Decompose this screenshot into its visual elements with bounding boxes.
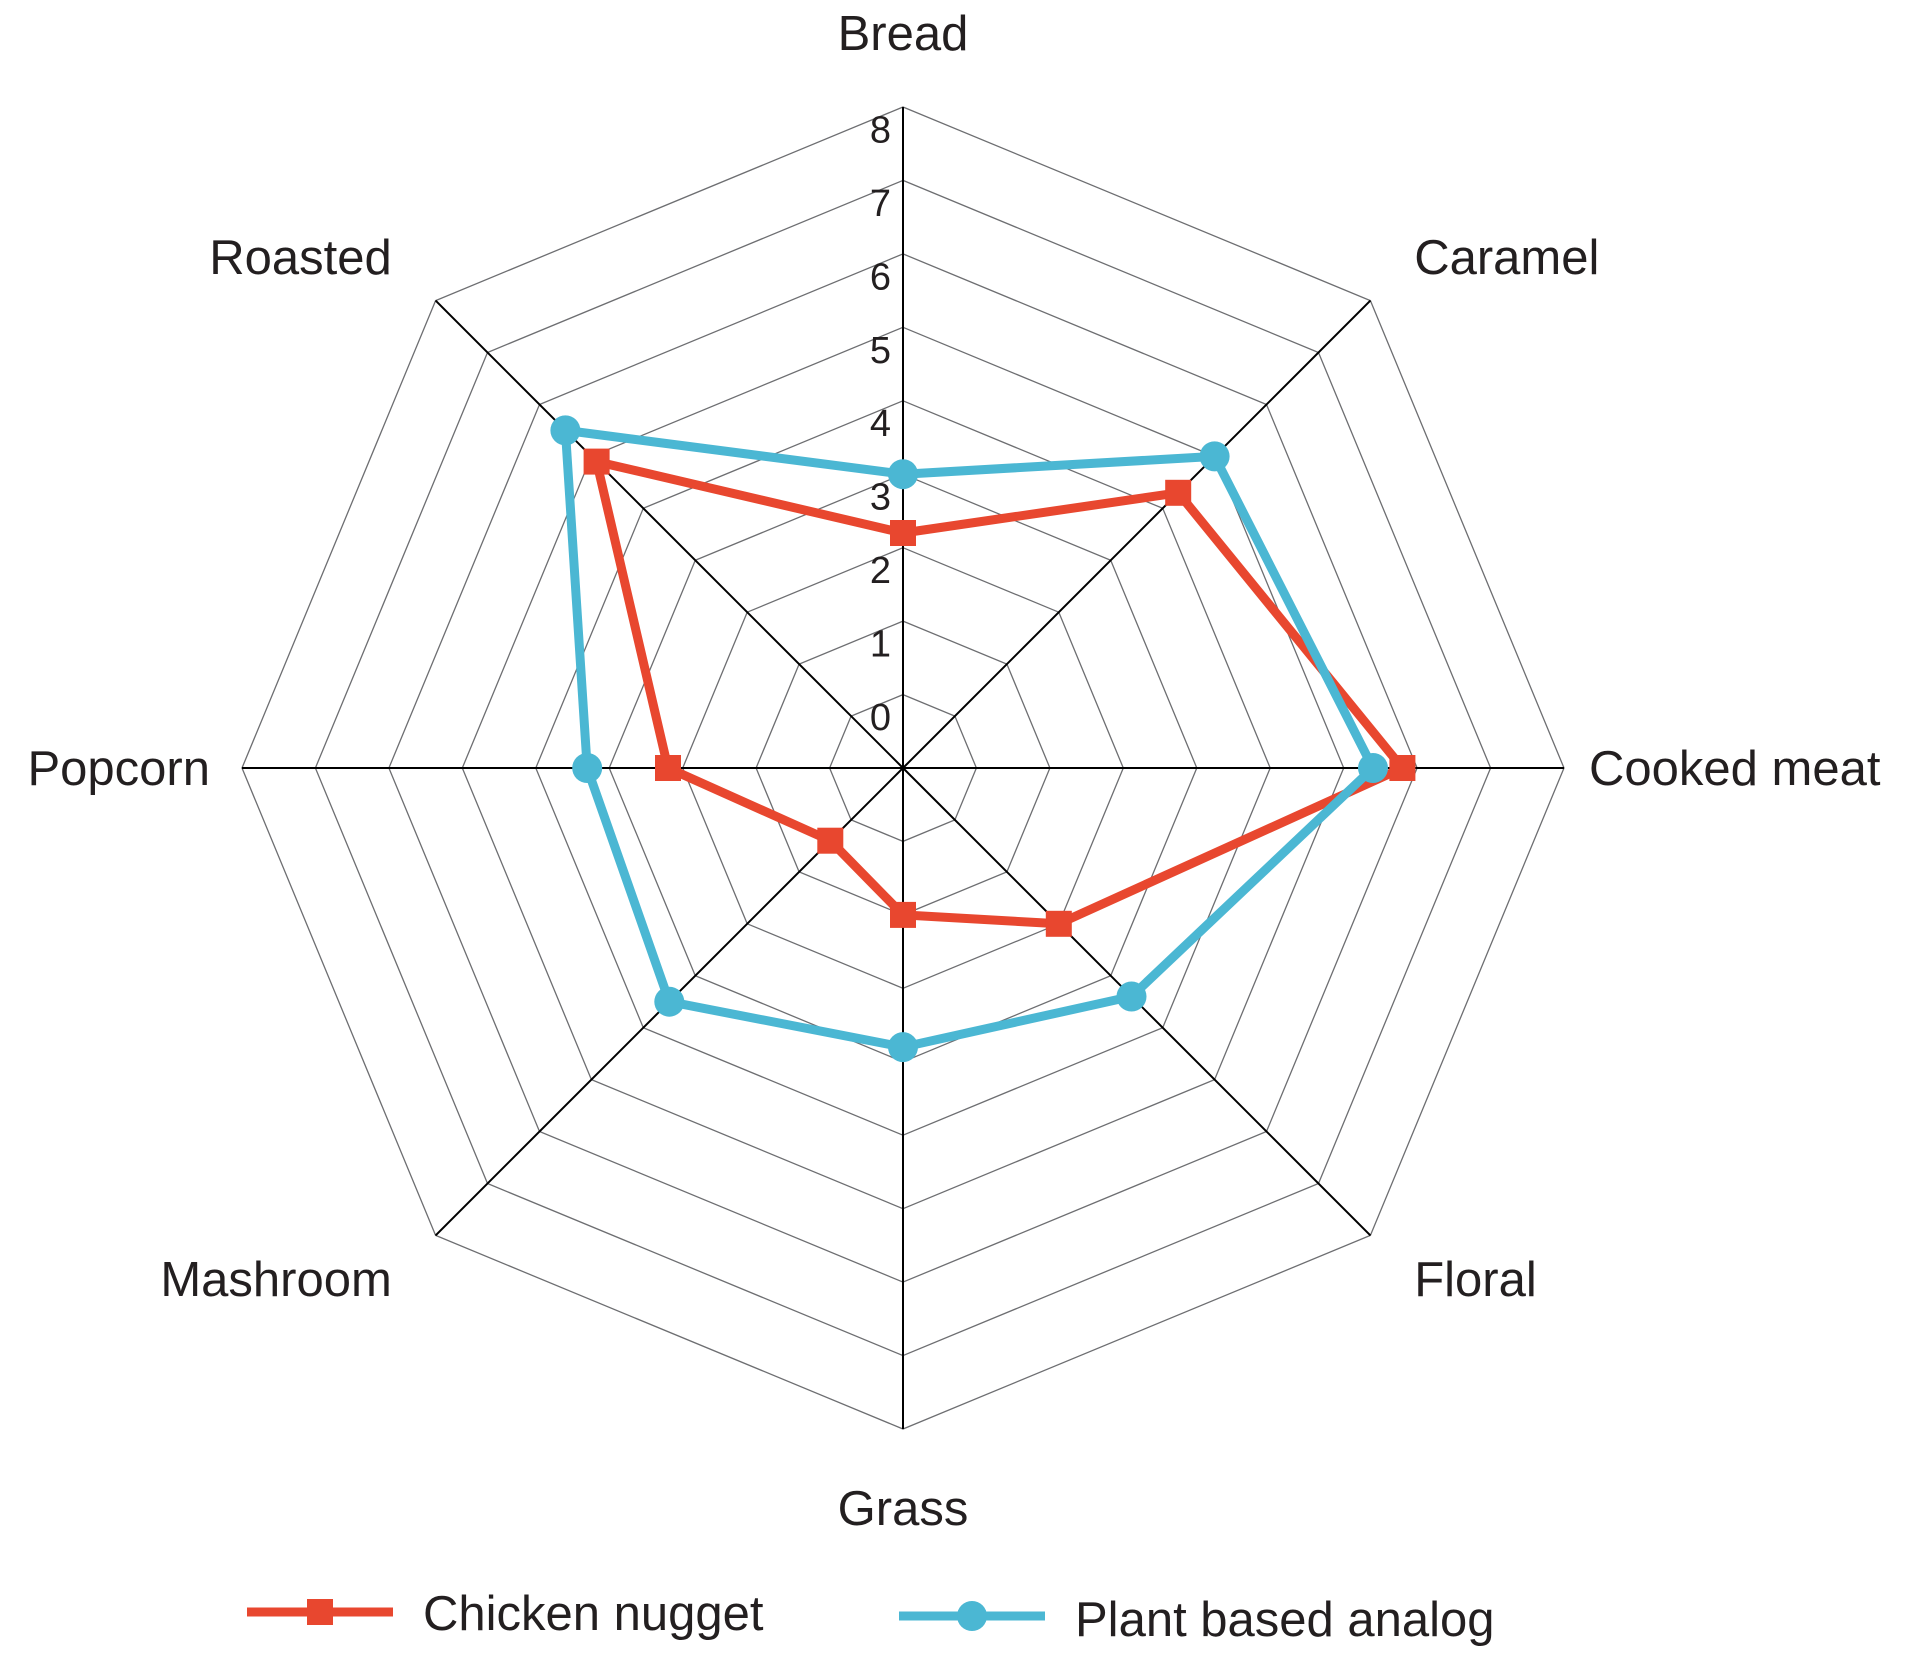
tick-label: 0 bbox=[870, 697, 891, 739]
tick-label: 6 bbox=[870, 256, 891, 298]
data-point bbox=[1165, 479, 1192, 506]
data-point bbox=[888, 459, 918, 490]
series-1 bbox=[550, 415, 1388, 1063]
tick-label: 1 bbox=[870, 624, 891, 666]
legend: Chicken nugget Plant based analog bbox=[0, 1580, 1916, 1650]
data-point bbox=[583, 448, 610, 475]
axis-label: Caramel bbox=[1414, 231, 1599, 285]
legend-item-plant-based-analog: Plant based analog bbox=[895, 1580, 1595, 1650]
data-point bbox=[888, 1032, 918, 1063]
data-point bbox=[890, 901, 916, 928]
data-point bbox=[572, 753, 603, 783]
tick-label: 5 bbox=[870, 330, 891, 372]
axis-label: Roasted bbox=[209, 231, 392, 285]
tick-label: 2 bbox=[870, 550, 891, 592]
axis-label: Bread bbox=[838, 7, 969, 61]
legend-label: Plant based analog bbox=[1075, 1593, 1495, 1647]
axis-label: Mashroom bbox=[160, 1253, 391, 1307]
axis-label: Popcorn bbox=[27, 742, 210, 796]
tick-label: 8 bbox=[870, 109, 891, 151]
tick-label: 3 bbox=[870, 477, 891, 519]
radar-plot: 0 1 2 3 4 5 6 7 8 Bread Caramel Cooked meat Floral G… bbox=[27, 7, 1880, 1536]
data-point bbox=[655, 755, 681, 781]
tick-labels: 0 1 2 3 4 5 6 7 8 bbox=[870, 109, 891, 739]
axis-label: Grass bbox=[838, 1482, 969, 1536]
axis-labels: Bread Caramel Cooked meat Floral Grass Mashro… bbox=[27, 7, 1880, 1536]
data-point bbox=[890, 520, 916, 546]
legend-item-chicken-nugget: Chicken nugget bbox=[243, 1580, 843, 1650]
axis-label: Floral bbox=[1414, 1253, 1537, 1307]
tick-label: 4 bbox=[870, 403, 891, 445]
legend-swatch-square-icon bbox=[247, 1599, 393, 1625]
data-point bbox=[1358, 753, 1388, 783]
legend-swatch-circle-icon bbox=[899, 1601, 1045, 1631]
data-point bbox=[654, 986, 685, 1017]
data-point bbox=[1045, 910, 1072, 937]
axis-spoke bbox=[434, 299, 904, 769]
axis-spoke bbox=[902, 299, 1372, 769]
data-point bbox=[1389, 755, 1416, 781]
series bbox=[550, 415, 1416, 1063]
legend-label: Chicken nugget bbox=[423, 1587, 764, 1641]
tick-label: 7 bbox=[870, 183, 891, 225]
data-point bbox=[550, 415, 581, 446]
data-point bbox=[1116, 981, 1147, 1012]
axis-label: Cooked meat bbox=[1589, 742, 1881, 796]
series-0 bbox=[583, 448, 1416, 937]
data-point bbox=[1199, 441, 1230, 472]
data-point bbox=[817, 827, 844, 854]
